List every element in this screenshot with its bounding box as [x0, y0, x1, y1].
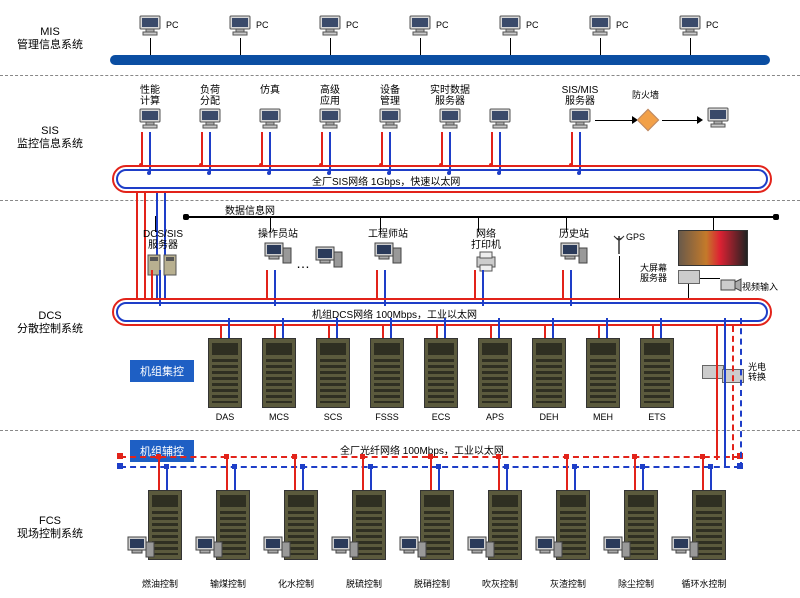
- info-net-label: 数据信息网: [225, 202, 275, 217]
- firewall-label: 防火墙: [632, 88, 659, 101]
- dcs-node: 网络打印机: [456, 228, 516, 273]
- dcs-rack: [424, 338, 458, 408]
- fcs-ws-icon: [194, 534, 224, 560]
- section-divider: [0, 430, 800, 431]
- section-fcs: FCS 现场控制系统: [10, 515, 90, 541]
- dcs-rack-label: ETS: [632, 412, 682, 422]
- dcs-rack: [640, 338, 674, 408]
- section-divider: [0, 75, 800, 76]
- mis-bus: [110, 55, 770, 65]
- pc-icon: [227, 14, 253, 38]
- sis-node: [475, 84, 525, 131]
- pc-label: PC: [166, 20, 179, 30]
- dcs-node: 历史站: [544, 228, 604, 266]
- pc-icon: [407, 14, 433, 38]
- dcs-rack: [370, 338, 404, 408]
- dcs-rack: [478, 338, 512, 408]
- fcs-ws-icon: [602, 534, 632, 560]
- firewall-icon: [637, 109, 660, 132]
- pc-label: PC: [526, 20, 539, 30]
- section-sis: SIS 监控信息系统: [10, 125, 90, 151]
- fcs-ws-icon: [262, 534, 292, 560]
- dcs-rack-label: MCS: [254, 412, 304, 422]
- display-wall-image: [678, 230, 748, 266]
- dcs-rack: [262, 338, 296, 408]
- dcs-node: 工程师站: [358, 228, 418, 266]
- dcs-rack-label: ECS: [416, 412, 466, 422]
- fcs-ws-icon: [466, 534, 496, 560]
- sis-node: SIS/MIS服务器: [555, 84, 605, 131]
- section-divider: [0, 200, 800, 201]
- gps-label: GPS: [626, 232, 645, 242]
- fcs-rack-label: 循环水控制: [674, 577, 734, 590]
- fcs-ws-icon: [670, 534, 700, 560]
- section-mis: MIS 管理信息系统: [10, 26, 90, 52]
- sis-node: 仿真: [245, 84, 295, 131]
- badge-fukong: 机组辅控: [130, 440, 194, 462]
- section-dcs: DCS 分散控制系统: [10, 310, 90, 336]
- pc-label: PC: [256, 20, 269, 30]
- gps-antenna-icon: [612, 234, 626, 256]
- fcs-rack-label: 输煤控制: [198, 577, 258, 590]
- fcs-rack-label: 吹灰控制: [470, 577, 530, 590]
- dcs-rack: [208, 338, 242, 408]
- optical-label: 光电转换: [748, 363, 766, 383]
- sis-bus-label: 全厂SIS网络 1Gbps，快速以太网: [312, 173, 460, 188]
- fcs-rack-label: 化水控制: [266, 577, 326, 590]
- dcs-rack-label: APS: [470, 412, 520, 422]
- sis-node: 负荷分配: [185, 84, 235, 131]
- fcs-rack-label: 除尘控制: [606, 577, 666, 590]
- pc-label: PC: [436, 20, 449, 30]
- pc-icon: [497, 14, 523, 38]
- pc-icon: [137, 14, 163, 38]
- pc-icon: [677, 14, 703, 38]
- video-in-label: 视频输入: [742, 280, 778, 293]
- external-pc-icon: [705, 106, 731, 130]
- diagram-root: MIS 管理信息系统 SIS 监控信息系统 DCS 分散控制系统 FCS 现场控…: [0, 0, 800, 598]
- dcs-rack: [586, 338, 620, 408]
- pc-label: PC: [706, 20, 719, 30]
- sis-node: 性能计算: [125, 84, 175, 131]
- dcs-node-extra: [314, 244, 344, 270]
- fcs-rack-label: 脱硫控制: [334, 577, 394, 590]
- badge-jikong: 机组集控: [130, 360, 194, 382]
- dcs-rack: [316, 338, 350, 408]
- pc-label: PC: [616, 20, 629, 30]
- dcs-node: DCS/SIS服务器: [133, 228, 193, 279]
- dcs-rack-label: FSSS: [362, 412, 412, 422]
- sis-node: 设备管理: [365, 84, 415, 131]
- optical-converter-icon: [702, 365, 724, 379]
- fcs-ws-icon: [398, 534, 428, 560]
- dcs-rack-label: DAS: [200, 412, 250, 422]
- fcs-rack-label: 燃油控制: [130, 577, 190, 590]
- fcs-rack-label: 脱硝控制: [402, 577, 462, 590]
- dcs-rack-label: DEH: [524, 412, 574, 422]
- fcs-rack-label: 灰渣控制: [538, 577, 598, 590]
- dcs-rack-label: SCS: [308, 412, 358, 422]
- camera-icon: [720, 278, 742, 292]
- fcs-ws-icon: [330, 534, 360, 560]
- fcs-ws-icon: [126, 534, 156, 560]
- bigscreen-server-icon: [678, 270, 700, 284]
- dcs-rack-label: MEH: [578, 412, 628, 422]
- pc-icon: [587, 14, 613, 38]
- sis-node: 高级应用: [305, 84, 355, 131]
- fcs-ws-icon: [534, 534, 564, 560]
- sis-node: 实时数据服务器: [425, 84, 475, 131]
- dcs-rack: [532, 338, 566, 408]
- pc-label: PC: [346, 20, 359, 30]
- bigscreen-label: 大屏幕服务器: [640, 264, 667, 284]
- pc-icon: [317, 14, 343, 38]
